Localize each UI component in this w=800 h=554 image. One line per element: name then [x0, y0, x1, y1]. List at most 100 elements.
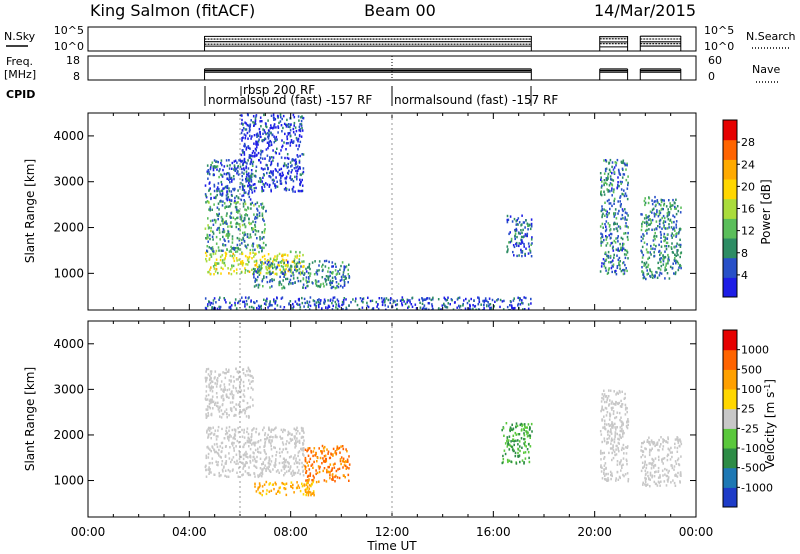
data-cell — [213, 159, 216, 162]
data-cell — [261, 231, 263, 234]
data-cell — [334, 475, 336, 479]
data-cell — [643, 465, 645, 468]
data-cell — [236, 370, 239, 373]
data-cell — [223, 390, 225, 393]
data-cell — [529, 436, 531, 439]
data-cell — [308, 447, 311, 450]
data-cell — [212, 252, 215, 256]
data-cell — [645, 248, 648, 251]
data-cell — [600, 409, 602, 413]
data-cell — [671, 267, 674, 270]
data-cell — [313, 300, 316, 303]
data-cell — [653, 465, 655, 468]
nsearch-label: N.Search — [746, 30, 796, 43]
data-cell — [651, 441, 654, 444]
data-cell — [301, 153, 303, 156]
data-cell — [520, 251, 523, 254]
data-cell — [610, 442, 612, 445]
data-cell — [359, 297, 362, 300]
data-cell — [243, 172, 245, 175]
data-cell — [279, 435, 281, 438]
data-cell — [286, 460, 289, 464]
data-cell — [252, 245, 254, 248]
data-cell — [514, 237, 516, 241]
data-cell — [615, 273, 618, 276]
data-cell — [237, 426, 239, 430]
data-cell — [268, 270, 271, 274]
data-cell — [245, 461, 247, 465]
data-cell — [617, 176, 619, 179]
data-cell — [298, 486, 301, 489]
data-cell — [245, 175, 248, 179]
data-cell — [260, 261, 262, 264]
data-cell — [225, 461, 227, 465]
data-cell — [656, 484, 659, 487]
data-cell — [517, 439, 519, 442]
data-cell — [619, 429, 622, 433]
data-cell — [230, 190, 233, 193]
data-cell — [600, 178, 602, 181]
data-cell — [431, 298, 434, 301]
data-cell — [438, 307, 440, 310]
data-cell — [609, 237, 612, 240]
data-cell — [264, 258, 266, 261]
data-cell — [511, 445, 513, 448]
data-cell — [234, 169, 236, 172]
data-cell — [294, 255, 297, 258]
data-cell — [225, 426, 228, 429]
power-colorbar-label: Power [dB] — [759, 179, 773, 244]
data-cell — [265, 452, 267, 456]
data-cell — [243, 153, 246, 156]
data-cell — [261, 266, 263, 270]
data-cell — [334, 300, 337, 304]
data-cell — [328, 456, 331, 460]
data-cell — [483, 303, 485, 307]
data-cell — [210, 197, 212, 201]
data-cell — [283, 474, 285, 477]
data-cell — [610, 402, 613, 405]
data-cell — [280, 469, 283, 472]
data-cell — [254, 233, 257, 236]
data-cell — [251, 375, 253, 378]
data-cell — [272, 113, 275, 116]
data-cell — [303, 273, 305, 276]
data-cell — [250, 436, 252, 439]
data-cell — [601, 452, 604, 455]
data-cell — [334, 462, 336, 465]
data-cell — [348, 276, 351, 279]
data-cell — [212, 250, 215, 253]
data-cell — [525, 296, 527, 300]
data-cell — [233, 436, 235, 440]
data-cell — [295, 169, 297, 173]
data-cell — [663, 204, 665, 207]
data-cell — [604, 422, 606, 425]
data-cell — [512, 427, 515, 430]
data-cell — [316, 456, 319, 460]
data-cell — [331, 467, 334, 470]
data-cell — [238, 370, 240, 373]
data-cell — [243, 199, 245, 202]
data-cell — [262, 189, 265, 192]
data-cell — [660, 257, 662, 260]
data-cell — [273, 300, 275, 303]
data-cell — [212, 265, 215, 268]
data-cell — [605, 238, 608, 241]
data-cell — [218, 305, 220, 309]
data-cell — [469, 303, 471, 307]
data-cell — [265, 209, 267, 213]
data-cell — [611, 171, 613, 175]
data-cell — [253, 441, 255, 444]
data-cell — [254, 215, 257, 219]
data-cell — [237, 189, 239, 192]
data-cell — [619, 418, 621, 422]
data-cell — [267, 135, 269, 138]
data-cell — [624, 403, 627, 407]
data-cell — [331, 478, 333, 481]
colorbar-swatch — [723, 277, 737, 298]
data-cell — [655, 244, 657, 248]
data-cell — [334, 480, 336, 483]
data-cell — [217, 182, 220, 185]
data-cell — [506, 458, 509, 462]
data-cell — [268, 439, 270, 442]
data-cell — [523, 242, 525, 246]
